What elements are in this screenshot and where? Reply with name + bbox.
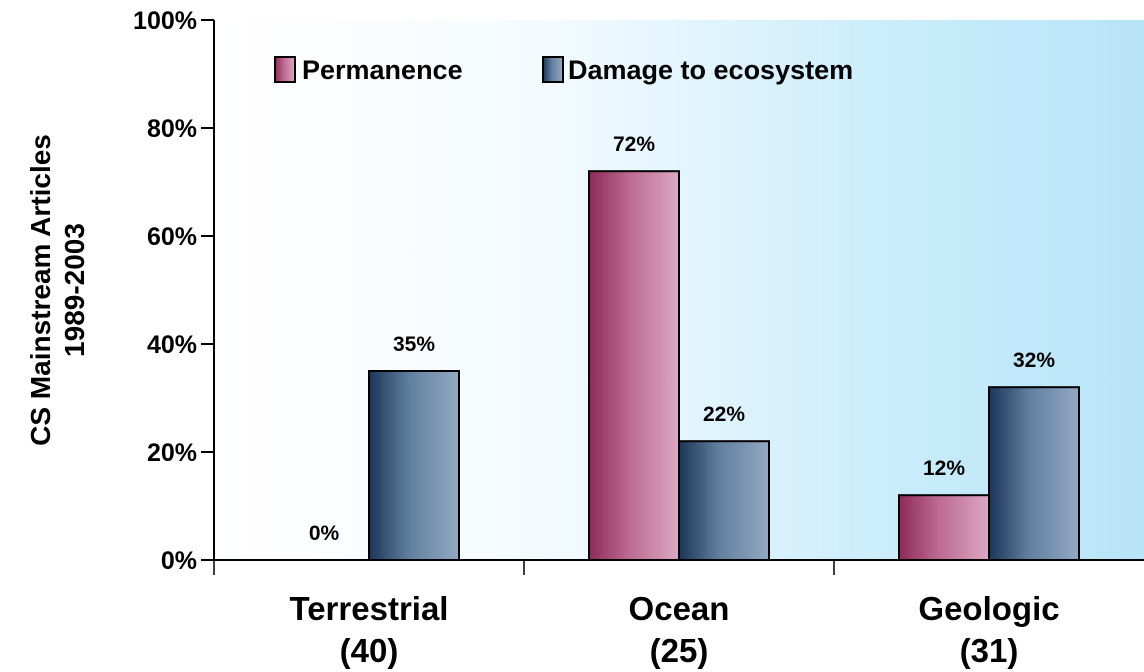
y-axis-title-line1: CS Mainstream Articles	[25, 134, 56, 446]
y-tick-label: 0%	[161, 547, 197, 575]
bar-permanence-ocean	[588, 170, 680, 561]
legend-label-permanence: Permanence	[302, 55, 463, 85]
y-tick-label: 80%	[147, 115, 197, 143]
x-category-label: Ocean	[629, 590, 730, 627]
y-tick-label: 20%	[147, 439, 197, 467]
y-axis-title-line2: 1989-2003	[59, 223, 90, 357]
data-label-damage-ocean: 22%	[703, 403, 745, 426]
x-category-label: Geologic	[918, 590, 1059, 627]
x-category-count: (40)	[340, 632, 399, 669]
legend-swatch-damage	[542, 56, 564, 83]
legend: Permanence Damage to ecosystem	[274, 55, 853, 85]
data-labels: 0% 35% 72% 22% 12% 32%	[309, 133, 1056, 545]
axes: 0% 20% 40% 60% 80% 100% Terrestrial (40) Ocean (2…	[133, 7, 1144, 669]
legend-swatch-permanence	[274, 56, 296, 83]
y-tick-label: 60%	[147, 223, 197, 251]
data-label-damage-terrestrial: 35%	[393, 333, 435, 356]
bar-permanence-geologic	[898, 494, 990, 562]
x-category-count: (31)	[960, 632, 1019, 669]
bars	[368, 170, 1080, 562]
bar-damage-ocean	[678, 440, 770, 562]
x-category-label: Terrestrial	[290, 590, 449, 627]
y-tick-label: 40%	[147, 331, 197, 359]
data-label-permanence-ocean: 72%	[613, 133, 655, 156]
bar-damage-geologic	[988, 386, 1080, 562]
data-label-damage-geologic: 32%	[1013, 349, 1055, 372]
y-tick-label: 100%	[133, 7, 197, 35]
data-label-permanence-geologic: 12%	[923, 457, 965, 480]
bar-damage-terrestrial	[368, 370, 460, 561]
legend-label-damage: Damage to ecosystem	[568, 55, 853, 85]
x-category-count: (25)	[650, 632, 709, 669]
data-label-permanence-terrestrial: 0%	[309, 522, 340, 545]
